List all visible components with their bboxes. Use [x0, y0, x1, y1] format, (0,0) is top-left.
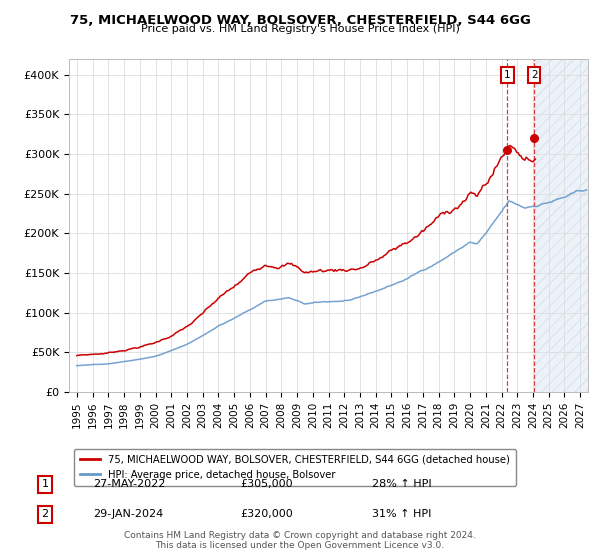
Text: £320,000: £320,000 [240, 509, 293, 519]
Text: 29-JAN-2024: 29-JAN-2024 [93, 509, 163, 519]
Text: Contains HM Land Registry data © Crown copyright and database right 2024.
This d: Contains HM Land Registry data © Crown c… [124, 530, 476, 550]
Text: £305,000: £305,000 [240, 479, 293, 489]
Text: 27-MAY-2022: 27-MAY-2022 [93, 479, 166, 489]
Text: 75, MICHAELWOOD WAY, BOLSOVER, CHESTERFIELD, S44 6GG: 75, MICHAELWOOD WAY, BOLSOVER, CHESTERFI… [70, 14, 530, 27]
Legend: 75, MICHAELWOOD WAY, BOLSOVER, CHESTERFIELD, S44 6GG (detached house), HPI: Aver: 75, MICHAELWOOD WAY, BOLSOVER, CHESTERFI… [74, 449, 516, 486]
Text: 1: 1 [41, 479, 49, 489]
Text: Price paid vs. HM Land Registry's House Price Index (HPI): Price paid vs. HM Land Registry's House … [140, 24, 460, 34]
Bar [535, 59, 588, 392]
Text: 2: 2 [41, 509, 49, 519]
Text: 31% ↑ HPI: 31% ↑ HPI [372, 509, 431, 519]
Text: 28% ↑ HPI: 28% ↑ HPI [372, 479, 431, 489]
Text: 2: 2 [531, 69, 538, 80]
Text: 1: 1 [504, 69, 511, 80]
